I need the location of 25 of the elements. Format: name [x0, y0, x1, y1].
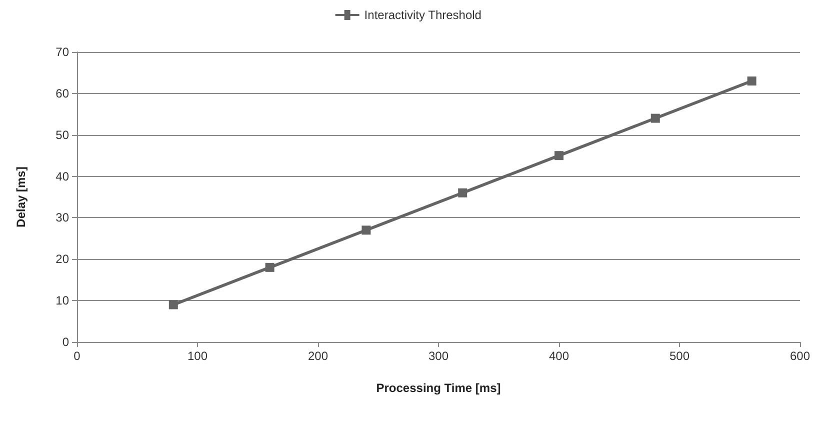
point — [747, 76, 756, 86]
point — [168, 300, 178, 310]
y-tick-label: 0 — [62, 335, 70, 349]
x-tick-label: 500 — [669, 349, 690, 363]
y-tick-label: 10 — [56, 294, 70, 308]
legend-label: Interactivity Threshold — [364, 8, 482, 22]
x-tick-label: 300 — [428, 349, 449, 363]
point — [458, 188, 468, 198]
point — [554, 151, 564, 160]
y-tick-label: 40 — [56, 169, 70, 184]
y-tick-label: 70 — [56, 45, 70, 59]
x-axis-title: Processing Time [ms] — [376, 381, 501, 395]
x-tick-label: 600 — [790, 349, 810, 363]
point — [362, 226, 371, 235]
x-tick-label: 200 — [308, 349, 328, 363]
y-tick-label: 20 — [56, 252, 70, 266]
y-tick-label: 50 — [56, 128, 70, 142]
x-tick-label: 0 — [74, 349, 81, 363]
x-tick-label: 100 — [187, 349, 208, 363]
y-tick-label: 60 — [56, 86, 70, 100]
point — [650, 114, 660, 123]
y-tick-label: 30 — [56, 210, 70, 225]
x-tick-label: 400 — [548, 349, 570, 363]
point — [265, 262, 274, 272]
y-axis-title: Delay [ms] — [14, 166, 28, 228]
